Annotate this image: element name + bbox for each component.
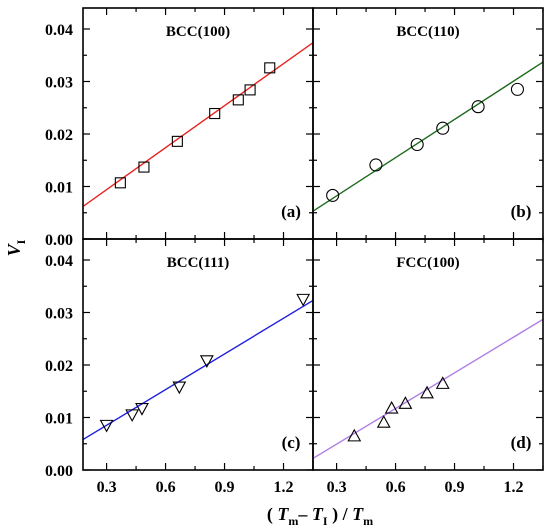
panel-title: BCC(110) <box>396 24 459 40</box>
x-tick-label: 1.2 <box>274 479 294 496</box>
x-tick-label: 0.9 <box>445 479 465 496</box>
panel-letter: (a) <box>281 202 301 221</box>
x-tick-label: 0.9 <box>215 479 235 496</box>
panel-frame <box>312 7 544 240</box>
data-point-square <box>138 161 150 173</box>
data-point-circle <box>436 121 450 135</box>
data-point-triangle-down <box>135 403 149 416</box>
data-point-square <box>171 135 183 147</box>
data-point-triangle-down <box>99 419 114 433</box>
fit-line-b <box>313 61 543 212</box>
panel-title: BCC(100) <box>166 24 230 40</box>
panel-c: BCC(111) (c) 0.00 0.01 0.02 0.03 0.04 0.3 0.6 0.9… <box>45 238 314 496</box>
y-tick-label: 0.01 <box>45 411 73 428</box>
x-axis-label-minus: – <box>297 504 312 524</box>
x-axis-label-t3: T <box>352 504 364 524</box>
data-point-circle <box>326 188 340 202</box>
x-tick-label: 0.3 <box>97 479 117 496</box>
x-axis-label-t3-sub: m <box>363 514 373 528</box>
y-tick-label: 0.04 <box>45 22 73 39</box>
panel-letter: (d) <box>511 433 532 452</box>
x-tick-label: 0.6 <box>386 479 406 496</box>
y-tick-label: 0.00 <box>45 232 73 249</box>
data-point-triangle-down <box>199 355 214 368</box>
panel-title: BCC(111) <box>167 255 230 271</box>
data-point-triangle-up <box>420 385 434 399</box>
y-axis-label-sub: I <box>14 239 28 244</box>
data-point-square <box>232 94 244 106</box>
panel-a: BCC(100) (a) 0.00 0.01 0.02 0.03 0.04 <box>45 7 314 249</box>
data-point-triangle-up <box>376 415 391 428</box>
x-axis-label-open: ( <box>267 504 278 525</box>
x-axis-label: ( Tm– TI ) / Tm <box>267 504 373 528</box>
data-point-square <box>209 107 221 120</box>
x-tick-label: 0.3 <box>327 479 347 496</box>
data-point-circle <box>510 82 524 96</box>
y-tick-label: 0.03 <box>45 75 73 92</box>
data-point-circle <box>410 137 424 152</box>
data-point-circle <box>471 100 485 114</box>
data-point-square <box>264 62 276 74</box>
x-axis-label-t1-sub: m <box>288 514 298 528</box>
panel-letter: (b) <box>511 202 532 221</box>
data-point-square <box>244 84 256 96</box>
panel-b: BCC(110) (b) <box>312 7 544 240</box>
panel-title: FCC(100) <box>396 255 459 271</box>
panel-frame <box>312 238 544 471</box>
x-axis-label-t2-sub: I <box>323 514 328 528</box>
y-tick-label: 0.04 <box>45 253 73 270</box>
x-axis-label-t2: T <box>312 504 324 524</box>
x-tick-label: 1.2 <box>504 479 524 496</box>
data-point-triangle-down <box>172 381 187 395</box>
data-point-triangle-up <box>384 400 399 414</box>
y-tick-label: 0.03 <box>45 306 73 323</box>
y-axis-label-main: V <box>4 242 24 256</box>
data-point-square <box>114 177 126 189</box>
x-axis-label-close: ) / <box>328 504 353 525</box>
data-point-triangle-down <box>296 293 311 307</box>
panel-frame <box>82 7 314 240</box>
plot-layer: BCC(100) (a) 0.00 0.01 0.02 0.03 0.04 BCC(110) (… <box>45 7 544 496</box>
data-point-circle <box>369 158 383 172</box>
panel-frame <box>82 238 314 471</box>
x-axis-label-t1: T <box>277 504 289 524</box>
fit-line-a <box>83 42 313 208</box>
y-tick-label: 0.00 <box>45 463 73 480</box>
x-tick-label: 0.6 <box>156 479 176 496</box>
y-tick-label: 0.02 <box>45 358 73 375</box>
y-tick-label: 0.02 <box>45 127 73 144</box>
data-point-triangle-down <box>125 409 140 423</box>
data-point-triangle-up <box>435 376 450 389</box>
fit-line-c <box>83 299 313 441</box>
data-point-triangle-up <box>347 428 362 442</box>
panel-letter: (c) <box>282 433 301 452</box>
panel-d: FCC(100) (d) 0.3 0.6 0.9 1.2 <box>312 238 544 496</box>
data-point-triangle-up <box>398 396 413 409</box>
y-axis-label: VI <box>4 239 28 256</box>
y-tick-label: 0.01 <box>45 180 73 197</box>
